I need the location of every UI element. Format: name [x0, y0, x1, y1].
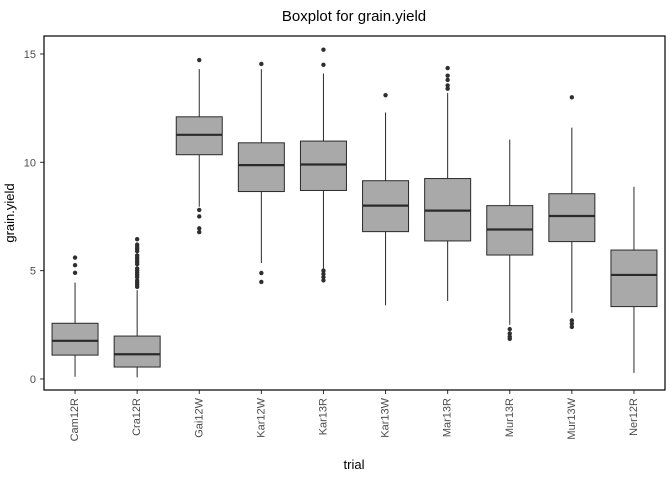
outlier-point — [197, 207, 202, 213]
x-axis-title: trial — [344, 457, 365, 472]
outlier-point — [321, 47, 326, 52]
outlier-point — [197, 229, 202, 235]
outlier-point — [134, 266, 140, 271]
x-tick-label: Mur13R — [504, 398, 516, 437]
outlier-point — [197, 57, 202, 63]
outlier-point — [569, 321, 575, 326]
x-tick-label: Kar13R — [317, 398, 329, 435]
iqr-box — [548, 193, 596, 243]
outlier-point — [321, 62, 326, 68]
outlier-point — [383, 92, 388, 98]
outlier-point — [134, 253, 140, 258]
outlier-point — [72, 270, 78, 275]
outlier-point — [197, 214, 202, 219]
outlier-point — [445, 83, 450, 88]
iqr-box — [51, 322, 99, 356]
outlier-point — [321, 274, 326, 280]
x-tick-label: Mur13W — [566, 397, 578, 439]
x-tick-label: Kar12W — [255, 397, 267, 437]
y-tick-label: 5 — [30, 266, 36, 278]
outlier-point — [134, 237, 140, 242]
y-tick-label: 15 — [24, 49, 36, 61]
outlier-point — [259, 61, 264, 67]
y-tick-label: 10 — [24, 157, 36, 169]
outlier-point — [507, 326, 512, 332]
outlier-point — [445, 77, 450, 83]
x-tick-label: Ner12R — [628, 398, 640, 436]
outlier-point — [321, 268, 326, 273]
x-tick-label: Cam12R — [69, 398, 81, 441]
outlier-point — [134, 278, 140, 283]
outlier-point — [321, 278, 326, 283]
outlier-point — [72, 263, 78, 268]
outlier-point — [134, 242, 140, 247]
outlier-point — [569, 318, 575, 323]
outlier-point — [72, 255, 78, 260]
plot-content: 0 5 10 15 Cam12R Cra12R Gai12W Kar12W Kar13R Kar1… — [24, 47, 658, 441]
outlier-point — [259, 270, 264, 276]
x-tick-label: Cra12R — [131, 398, 143, 436]
outlier-point — [507, 331, 512, 336]
y-tick-label: 0 — [30, 374, 36, 386]
outlier-point — [321, 271, 326, 277]
outlier-point — [259, 279, 264, 285]
outlier-point — [445, 86, 450, 91]
outlier-point — [569, 324, 575, 330]
iqr-box — [610, 249, 658, 308]
x-tick-label: Gai12W — [193, 397, 205, 437]
iqr-box — [237, 142, 285, 193]
y-axis-title: grain.yield — [2, 183, 17, 242]
panel-border — [43, 35, 666, 391]
outlier-point — [569, 95, 575, 100]
iqr-box — [299, 140, 347, 191]
outlier-point — [445, 73, 450, 78]
chart-title: Boxplot for grain.yield — [282, 8, 426, 25]
outlier-point — [507, 334, 512, 339]
outlier-point — [197, 226, 202, 231]
x-tick-label: Kar13W — [380, 397, 392, 437]
iqr-box — [113, 335, 161, 368]
x-tick-label: Mar13R — [442, 398, 454, 437]
outlier-point — [445, 65, 450, 71]
